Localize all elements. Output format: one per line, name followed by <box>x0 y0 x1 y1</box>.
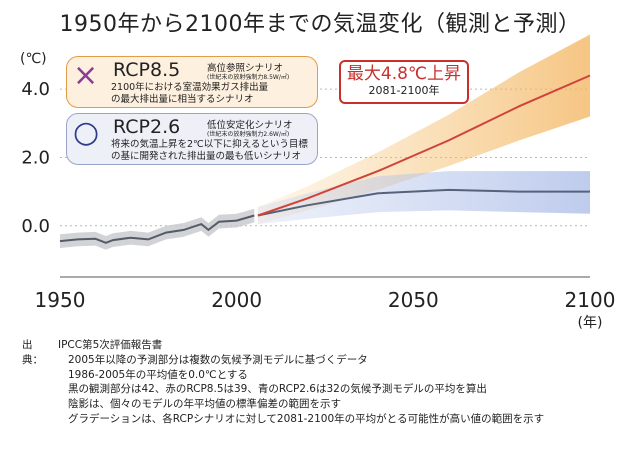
legend-rcp85-name: RCP8.5 <box>113 59 181 81</box>
observed-line <box>59 214 255 244</box>
rcp85-cross-icon: × <box>73 58 99 93</box>
x-tick-label: 2050 <box>388 288 439 312</box>
source-line: グラデーションは、各RCPシナリオに対して2081-2100年の平均がとる可能性… <box>68 412 545 425</box>
rcp26-spread-band <box>257 171 590 225</box>
chart-title: 1950年から2100年までの気温変化（観測と予測） <box>59 12 581 37</box>
legend-rcp26-desc-line: 将来の気温上昇を2℃以下に抑えるという目標 <box>111 139 308 150</box>
legend-rcp85-note: (世紀末の放射強制力8.5W/㎡) <box>207 74 290 81</box>
source-line: 黒の観測部分は42、赤のRCP8.5は39、青のRCP2.6は32の気候予測モデ… <box>68 383 487 396</box>
legend-rcp85-desc-line: 2100年における室温効果ガス排出量 <box>111 82 269 93</box>
rcp26-circle-icon: ○ <box>73 115 100 150</box>
y-tick-label: 0.0 <box>21 216 50 237</box>
legend-rcp85-desc-line: の最大排出量に相当するシナリオ <box>111 94 254 105</box>
source-lines: IPCC第5次評価報告書 2005年以降の予測部分は複数の気候予測モデルに基づく… <box>58 338 640 427</box>
y-axis-unit: (℃) <box>20 51 47 67</box>
x-axis-unit: (年) <box>578 315 603 331</box>
source-label: 出典： <box>22 339 43 366</box>
legend-rcp26-desc: 将来の気温上昇を2℃以下に抑えるという目標 の基に開発された排出量の最も低いシナ… <box>111 139 361 163</box>
x-tick-label: 2100 <box>565 288 616 312</box>
source-line: 1986-2005年の平均値を0.0℃とする <box>68 368 248 381</box>
rcp85-spread-band <box>257 34 590 225</box>
max-rise-value: 最大4.8℃上昇 <box>346 64 462 84</box>
source-line: 2005年以降の予測部分は複数の気候予測モデルに基づくデータ <box>68 353 368 366</box>
x-tick-label: 1950 <box>35 288 86 312</box>
max-rise-callout: 最大4.8℃上昇 2081-2100年 <box>339 60 469 104</box>
max-rise-period: 2081-2100年 <box>368 84 440 97</box>
y-tick-label: 4.0 <box>21 79 50 100</box>
x-tick-label: 2000 <box>211 288 262 312</box>
legend-rcp26: ○ RCP2.6 低位安定化シナリオ (世紀末の放射強制力2.6W/㎡) 将来の… <box>66 113 318 165</box>
source-line: IPCC第5次評価報告書 <box>58 339 163 351</box>
y-tick-label: 2.0 <box>21 147 50 168</box>
legend-rcp85: × RCP8.5 高位参照シナリオ (世紀末の放射強制力8.5W/㎡) 2100… <box>66 56 318 108</box>
rcp85-line <box>257 74 591 217</box>
legend-rcp26-sub: 低位安定化シナリオ <box>207 120 293 131</box>
source-line: 陰影は、個々のモデルの年平均値の標準偏差の範囲を示す <box>68 398 341 411</box>
legend-rcp26-note: (世紀末の放射強制力2.6W/㎡) <box>207 131 290 138</box>
observed-spread-band <box>60 208 255 250</box>
legend-rcp26-desc-line: の基に開発された排出量の最も低いシナリオ <box>111 151 302 162</box>
legend-rcp85-sub: 高位参照シナリオ <box>207 63 284 74</box>
legend-rcp85-desc: 2100年における室温効果ガス排出量 の最大排出量に相当するシナリオ <box>111 82 361 106</box>
legend-rcp26-name: RCP2.6 <box>113 116 181 138</box>
rcp26-line <box>257 188 590 217</box>
